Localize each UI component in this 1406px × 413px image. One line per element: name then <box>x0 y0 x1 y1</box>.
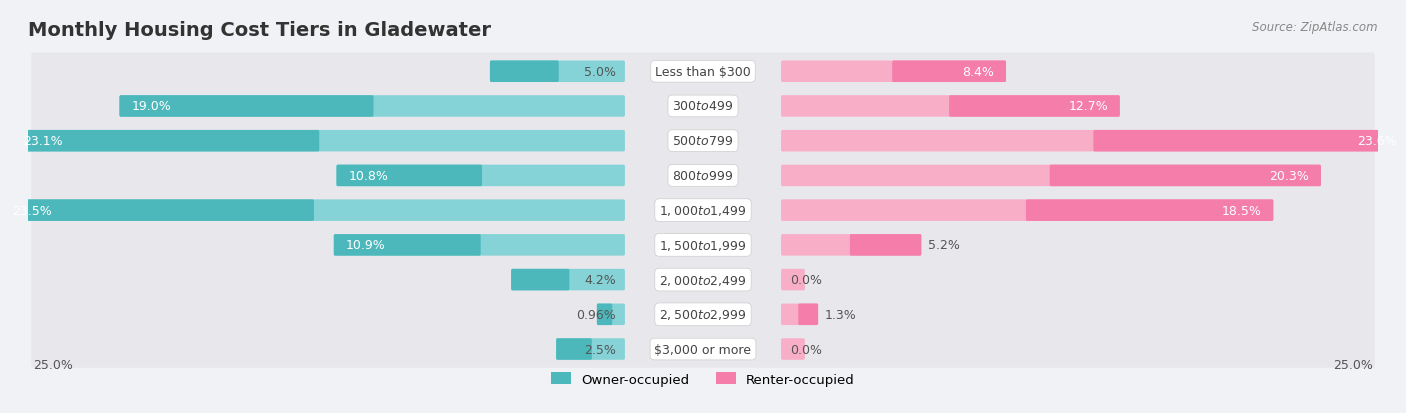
FancyBboxPatch shape <box>333 235 481 256</box>
FancyBboxPatch shape <box>11 131 624 152</box>
Text: 5.0%: 5.0% <box>583 66 616 78</box>
FancyBboxPatch shape <box>799 304 818 325</box>
Text: $800 to $999: $800 to $999 <box>672 169 734 183</box>
FancyBboxPatch shape <box>949 96 1119 117</box>
FancyBboxPatch shape <box>31 53 1375 91</box>
FancyBboxPatch shape <box>782 62 1007 83</box>
FancyBboxPatch shape <box>31 192 1375 229</box>
Text: 23.1%: 23.1% <box>22 135 62 148</box>
Text: $1,500 to $1,999: $1,500 to $1,999 <box>659 238 747 252</box>
Text: 20.3%: 20.3% <box>1270 169 1309 183</box>
FancyBboxPatch shape <box>849 235 921 256</box>
FancyBboxPatch shape <box>512 269 569 291</box>
Text: 23.5%: 23.5% <box>13 204 52 217</box>
FancyBboxPatch shape <box>557 338 592 360</box>
FancyBboxPatch shape <box>598 304 612 325</box>
Text: 19.0%: 19.0% <box>131 100 172 113</box>
Text: 12.7%: 12.7% <box>1069 100 1108 113</box>
Text: $500 to $799: $500 to $799 <box>672 135 734 148</box>
Text: $3,000 or more: $3,000 or more <box>655 343 751 356</box>
Text: 2.5%: 2.5% <box>583 343 616 356</box>
FancyBboxPatch shape <box>120 96 374 117</box>
Text: 10.8%: 10.8% <box>349 169 388 183</box>
Text: 0.96%: 0.96% <box>576 308 616 321</box>
Text: Monthly Housing Cost Tiers in Gladewater: Monthly Housing Cost Tiers in Gladewater <box>28 21 491 40</box>
Text: $2,000 to $2,499: $2,000 to $2,499 <box>659 273 747 287</box>
FancyBboxPatch shape <box>1026 200 1274 221</box>
FancyBboxPatch shape <box>31 227 1375 264</box>
Text: 23.6%: 23.6% <box>1357 135 1396 148</box>
FancyBboxPatch shape <box>333 235 624 256</box>
FancyBboxPatch shape <box>31 261 1375 299</box>
FancyBboxPatch shape <box>336 165 624 187</box>
FancyBboxPatch shape <box>782 304 818 325</box>
FancyBboxPatch shape <box>489 62 624 83</box>
Text: 8.4%: 8.4% <box>962 66 994 78</box>
Text: $1,000 to $1,499: $1,000 to $1,499 <box>659 204 747 218</box>
FancyBboxPatch shape <box>11 131 319 152</box>
Text: Source: ZipAtlas.com: Source: ZipAtlas.com <box>1253 21 1378 33</box>
FancyBboxPatch shape <box>31 157 1375 195</box>
Legend: Owner-occupied, Renter-occupied: Owner-occupied, Renter-occupied <box>546 367 860 391</box>
Text: 10.9%: 10.9% <box>346 239 385 252</box>
Text: 18.5%: 18.5% <box>1222 204 1261 217</box>
FancyBboxPatch shape <box>0 200 624 221</box>
FancyBboxPatch shape <box>31 123 1375 160</box>
FancyBboxPatch shape <box>598 304 624 325</box>
Text: $2,500 to $2,999: $2,500 to $2,999 <box>659 308 747 322</box>
Text: 4.2%: 4.2% <box>583 273 616 286</box>
FancyBboxPatch shape <box>782 96 1119 117</box>
FancyBboxPatch shape <box>782 200 1274 221</box>
FancyBboxPatch shape <box>0 200 314 221</box>
Text: 25.0%: 25.0% <box>1333 358 1372 370</box>
FancyBboxPatch shape <box>1050 165 1322 187</box>
Text: 25.0%: 25.0% <box>34 358 73 370</box>
FancyBboxPatch shape <box>31 88 1375 126</box>
FancyBboxPatch shape <box>893 62 1007 83</box>
FancyBboxPatch shape <box>782 269 804 291</box>
Text: 1.3%: 1.3% <box>825 308 856 321</box>
Text: Less than $300: Less than $300 <box>655 66 751 78</box>
FancyBboxPatch shape <box>31 296 1375 333</box>
FancyBboxPatch shape <box>336 165 482 187</box>
FancyBboxPatch shape <box>782 131 1406 152</box>
FancyBboxPatch shape <box>120 96 624 117</box>
FancyBboxPatch shape <box>1094 131 1406 152</box>
FancyBboxPatch shape <box>782 338 804 360</box>
Text: 0.0%: 0.0% <box>790 273 823 286</box>
Text: 0.0%: 0.0% <box>790 343 823 356</box>
FancyBboxPatch shape <box>512 269 624 291</box>
Text: 5.2%: 5.2% <box>928 239 960 252</box>
FancyBboxPatch shape <box>782 235 921 256</box>
Text: $300 to $499: $300 to $499 <box>672 100 734 113</box>
FancyBboxPatch shape <box>557 338 624 360</box>
FancyBboxPatch shape <box>489 62 558 83</box>
FancyBboxPatch shape <box>782 165 1322 187</box>
FancyBboxPatch shape <box>31 330 1375 368</box>
